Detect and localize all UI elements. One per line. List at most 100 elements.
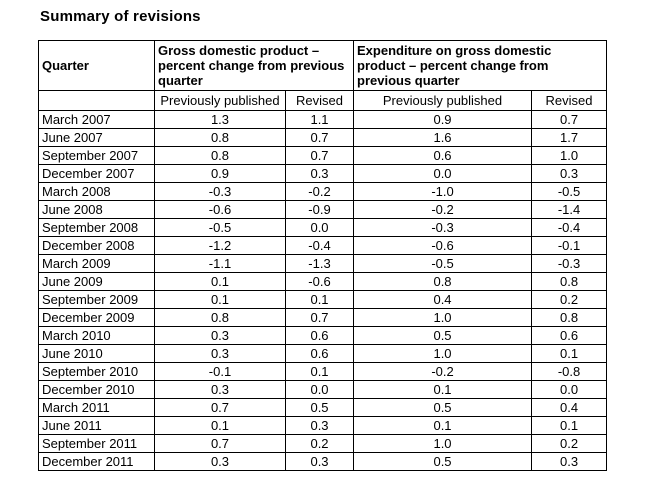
gdp-revised-cell: 0.6 — [284, 344, 355, 363]
gdp-revised-cell: -1.3 — [284, 254, 355, 273]
expenditure-previously-published-cell: 0.4 — [353, 290, 533, 309]
expenditure-previously-published-cell: 1.6 — [353, 128, 533, 147]
gdp-revised-cell: -0.6 — [284, 272, 355, 291]
gdp-revised-cell: 0.7 — [284, 308, 355, 327]
table-row: September 2007 0.8 0.7 0.6 1.0 — [38, 146, 608, 165]
expenditure-previously-published-cell: 0.9 — [353, 110, 533, 129]
expenditure-previously-published-cell: -0.5 — [353, 254, 533, 273]
header-expenditure-group: Expenditure on gross domestic product – … — [353, 40, 608, 91]
header-gdp-previously-published: Previously published — [154, 90, 286, 111]
expenditure-revised-cell: 0.1 — [531, 344, 608, 363]
table-row: December 2011 0.3 0.3 0.5 0.3 — [38, 452, 608, 471]
table-header: Quarter Gross domestic product – percent… — [38, 40, 608, 111]
expenditure-revised-cell: 0.6 — [531, 326, 608, 345]
gdp-previously-published-cell: 0.8 — [154, 308, 286, 327]
expenditure-revised-cell: 0.7 — [531, 110, 608, 129]
gdp-previously-published-cell: 0.7 — [154, 398, 286, 417]
expenditure-revised-cell: 0.2 — [531, 434, 608, 453]
expenditure-revised-cell: 0.8 — [531, 272, 608, 291]
header-expenditure-previously-published: Previously published — [353, 90, 533, 111]
gdp-previously-published-cell: 0.3 — [154, 326, 286, 345]
gdp-previously-published-cell: 0.3 — [154, 380, 286, 399]
header-empty-cell — [38, 90, 155, 111]
expenditure-previously-published-cell: 0.5 — [353, 398, 533, 417]
header-gdp-revised: Revised — [284, 90, 355, 111]
expenditure-previously-published-cell: -0.2 — [353, 200, 533, 219]
expenditure-previously-published-cell: 0.6 — [353, 146, 533, 165]
expenditure-previously-published-cell: 0.5 — [353, 326, 533, 345]
expenditure-previously-published-cell: -0.2 — [353, 362, 533, 381]
gdp-previously-published-cell: -0.5 — [154, 218, 286, 237]
header-expenditure-revised: Revised — [531, 90, 608, 111]
table-row: June 2011 0.1 0.3 0.1 0.1 — [38, 416, 608, 435]
quarter-cell: September 2007 — [38, 146, 155, 165]
table-row: December 2009 0.8 0.7 1.0 0.8 — [38, 308, 608, 327]
gdp-revised-cell: -0.2 — [284, 182, 355, 201]
quarter-cell: March 2008 — [38, 182, 155, 201]
expenditure-previously-published-cell: 0.8 — [353, 272, 533, 291]
table-row: September 2008 -0.5 0.0 -0.3 -0.4 — [38, 218, 608, 237]
gdp-previously-published-cell: 0.1 — [154, 416, 286, 435]
quarter-cell: September 2011 — [38, 434, 155, 453]
expenditure-revised-cell: 0.2 — [531, 290, 608, 309]
quarter-cell: December 2009 — [38, 308, 155, 327]
expenditure-revised-cell: 0.0 — [531, 380, 608, 399]
table-row: March 2009 -1.1 -1.3 -0.5 -0.3 — [38, 254, 608, 273]
header-quarter: Quarter — [38, 40, 155, 91]
expenditure-revised-cell: 0.3 — [531, 164, 608, 183]
header-gdp-group: Gross domestic product – percent change … — [153, 40, 355, 91]
gdp-revised-cell: 0.7 — [284, 146, 355, 165]
quarter-cell: December 2011 — [38, 452, 155, 471]
table-row: June 2010 0.3 0.6 1.0 0.1 — [38, 344, 608, 363]
gdp-revised-cell: 0.5 — [284, 398, 355, 417]
expenditure-previously-published-cell: 0.0 — [353, 164, 533, 183]
gdp-previously-published-cell: 0.1 — [154, 290, 286, 309]
quarter-cell: December 2008 — [38, 236, 155, 255]
quarter-cell: June 2010 — [38, 344, 155, 363]
gdp-previously-published-cell: 0.8 — [154, 128, 286, 147]
gdp-revised-cell: 0.7 — [284, 128, 355, 147]
gdp-revised-cell: 0.0 — [284, 218, 355, 237]
table-row: June 2008 -0.6 -0.9 -0.2 -1.4 — [38, 200, 608, 219]
expenditure-previously-published-cell: 1.0 — [353, 434, 533, 453]
expenditure-revised-cell: 0.3 — [531, 452, 608, 471]
quarter-cell: June 2007 — [38, 128, 155, 147]
expenditure-revised-cell: -1.4 — [531, 200, 608, 219]
gdp-previously-published-cell: 0.3 — [154, 344, 286, 363]
quarter-cell: September 2008 — [38, 218, 155, 237]
gdp-previously-published-cell: -1.1 — [154, 254, 286, 273]
quarter-cell: March 2010 — [38, 326, 155, 345]
table-row: September 2011 0.7 0.2 1.0 0.2 — [38, 434, 608, 453]
table-row: September 2010 -0.1 0.1 -0.2 -0.8 — [38, 362, 608, 381]
expenditure-previously-published-cell: 1.0 — [353, 344, 533, 363]
table-row: March 2010 0.3 0.6 0.5 0.6 — [38, 326, 608, 345]
expenditure-previously-published-cell: 0.5 — [353, 452, 533, 471]
table-row: December 2010 0.3 0.0 0.1 0.0 — [38, 380, 608, 399]
table-row: June 2007 0.8 0.7 1.6 1.7 — [38, 128, 608, 147]
table-body: March 2007 1.3 1.1 0.9 0.7 June 2007 0.8… — [38, 110, 608, 471]
header-sub-row: Previously published Revised Previously … — [38, 90, 608, 111]
table-row: March 2011 0.7 0.5 0.5 0.4 — [38, 398, 608, 417]
header-group-row: Quarter Gross domestic product – percent… — [38, 40, 608, 91]
gdp-previously-published-cell: 0.7 — [154, 434, 286, 453]
table-row: June 2009 0.1 -0.6 0.8 0.8 — [38, 272, 608, 291]
quarter-cell: September 2010 — [38, 362, 155, 381]
expenditure-previously-published-cell: -1.0 — [353, 182, 533, 201]
quarter-cell: June 2008 — [38, 200, 155, 219]
quarter-cell: March 2007 — [38, 110, 155, 129]
table-row: March 2008 -0.3 -0.2 -1.0 -0.5 — [38, 182, 608, 201]
expenditure-previously-published-cell: -0.3 — [353, 218, 533, 237]
gdp-previously-published-cell: -1.2 — [154, 236, 286, 255]
expenditure-revised-cell: -0.5 — [531, 182, 608, 201]
expenditure-previously-published-cell: 0.1 — [353, 416, 533, 435]
gdp-revised-cell: 0.6 — [284, 326, 355, 345]
gdp-previously-published-cell: 1.3 — [154, 110, 286, 129]
quarter-cell: March 2009 — [38, 254, 155, 273]
revisions-table: Quarter Gross domestic product – percent… — [38, 40, 608, 471]
expenditure-revised-cell: 0.4 — [531, 398, 608, 417]
gdp-previously-published-cell: 0.9 — [154, 164, 286, 183]
table-row: December 2007 0.9 0.3 0.0 0.3 — [38, 164, 608, 183]
gdp-previously-published-cell: 0.8 — [154, 146, 286, 165]
gdp-revised-cell: 1.1 — [284, 110, 355, 129]
